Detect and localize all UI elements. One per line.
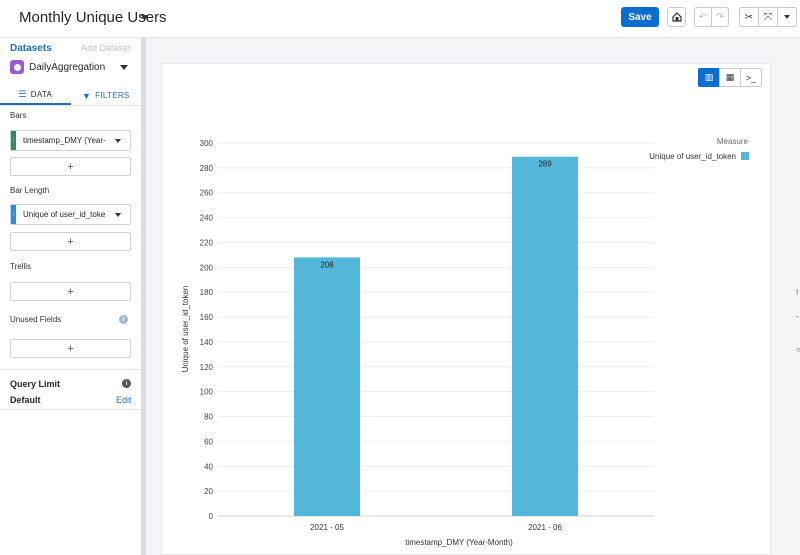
- main-canvas: ▥ ▦ >_ 0 20 40 60 80 100 120 140 160 180 200 220 240…: [146, 38, 800, 555]
- add-unused-field-button[interactable]: +: [10, 339, 131, 358]
- undo-icon: ↶: [698, 11, 708, 23]
- add-bars-button[interactable]: +: [10, 157, 131, 176]
- title-dropdown-caret-icon[interactable]: [141, 15, 149, 20]
- query-limit-label: Query Limit: [10, 379, 61, 389]
- field-caret-icon[interactable]: [115, 138, 121, 143]
- legend-entry-label: Unique of user_id_token: [649, 152, 736, 161]
- dataset-name: DailyAggregation: [29, 61, 106, 73]
- y-tick-label: 180: [200, 288, 214, 297]
- edge-glyph: -: [796, 312, 799, 321]
- bars-field-pill[interactable]: ⋮ timestamp_DMY (Year-: [10, 130, 131, 151]
- add-bar-length-button[interactable]: +: [10, 232, 131, 251]
- y-tick-label: 60: [204, 437, 213, 446]
- bars-field-name: timestamp_DMY (Year-: [23, 136, 106, 145]
- bar-length-field-name: Unique of user_id_toke: [23, 210, 106, 219]
- divider: [0, 369, 141, 370]
- dataset-selector[interactable]: DailyAggregation: [10, 58, 132, 76]
- cut-icon: ✂: [744, 11, 754, 23]
- tab-data-label: DATA: [30, 90, 53, 99]
- legend-title: Measure: [717, 137, 749, 146]
- y-tick-label: 220: [200, 238, 214, 247]
- x-tick-label: 2021 - 05: [310, 523, 344, 532]
- y-tick-label: 300: [200, 139, 214, 148]
- y-tick-label: 280: [200, 164, 214, 173]
- y-tick-label: 240: [200, 214, 214, 223]
- y-tick-label: 100: [200, 388, 214, 397]
- dataset-caret-icon: [120, 64, 128, 70]
- y-axis-title: Unique of user_id_token: [181, 286, 190, 373]
- cut-button[interactable]: ✂: [739, 7, 759, 27]
- sidebar-tabs: ☰ DATA ▼ FILTERS: [0, 86, 141, 106]
- bar[interactable]: [512, 156, 578, 516]
- redo-button[interactable]: ↷: [711, 7, 729, 27]
- bar-chart-icon: ▥: [704, 72, 714, 82]
- x-axis-title: timestamp_DMY (Year-Month): [405, 538, 513, 547]
- field-caret-icon[interactable]: [115, 212, 121, 217]
- bar-data-label: 289: [538, 160, 552, 169]
- table-view-button[interactable]: ▦: [719, 68, 741, 87]
- edit-query-limit-link[interactable]: Edit: [116, 395, 132, 405]
- redo-icon: ↷: [715, 11, 725, 23]
- edge-glyph: !: [796, 288, 799, 297]
- chart-card: ▥ ▦ >_ 0 20 40 60 80 100 120 140 160 180 200 220 240…: [161, 63, 771, 555]
- bar-length-field-pill[interactable]: ⋮ Unique of user_id_toke: [10, 204, 131, 225]
- y-tick-label: 160: [200, 313, 214, 322]
- datasets-label: Datasets: [10, 43, 52, 54]
- app-header: Monthly Unique Users Save ↶ ↷ ✂ ⤧: [0, 0, 800, 38]
- list-icon: ☰: [18, 89, 27, 99]
- legend-swatch: [741, 152, 749, 160]
- add-dataset-link[interactable]: Add Dataset: [81, 43, 131, 53]
- undo-redo-group: ↶ ↷: [694, 7, 729, 27]
- query-limit-value: Default: [10, 395, 41, 405]
- bar-chart: 0 20 40 60 80 100 120 140 160 180 200 220 240 260 280 3…: [181, 137, 749, 547]
- y-tick-label: 80: [204, 413, 213, 422]
- terminal-icon: >_: [745, 72, 757, 83]
- sidebar: Datasets Add Dataset DailyAggregation ☰ …: [0, 38, 141, 555]
- view-toggle: ▥ ▦ >_: [698, 68, 762, 87]
- divider: [0, 409, 141, 410]
- y-tick-label: 200: [200, 263, 214, 272]
- bar-data-label: 208: [320, 260, 334, 269]
- y-tick-label: 20: [204, 487, 213, 496]
- trellis-label: Trellis: [10, 262, 32, 271]
- y-tick-label: 260: [200, 189, 214, 198]
- more-button[interactable]: [777, 7, 797, 27]
- dataset-icon: [10, 60, 24, 74]
- y-tick-label: 0: [209, 512, 214, 521]
- bar-length-label: Bar Length: [10, 186, 50, 195]
- table-icon: ▦: [725, 72, 735, 82]
- save-button[interactable]: Save: [621, 7, 659, 27]
- drag-handle-icon[interactable]: ⋮: [11, 131, 17, 150]
- share-button[interactable]: [667, 7, 686, 27]
- y-tick-label: 120: [200, 363, 214, 372]
- tab-data[interactable]: ☰ DATA: [0, 86, 71, 105]
- bars-label: Bars: [10, 111, 27, 120]
- drag-handle-icon[interactable]: ⋮: [11, 205, 17, 224]
- fullscreen-icon: ⤧: [764, 11, 772, 23]
- tab-filters[interactable]: ▼ FILTERS: [71, 86, 142, 105]
- add-trellis-button[interactable]: +: [10, 282, 131, 301]
- page-title[interactable]: Monthly Unique Users: [19, 9, 167, 26]
- query-limit-info-icon[interactable]: i: [122, 379, 131, 388]
- tab-filters-label: FILTERS: [95, 91, 130, 100]
- unused-fields-label: Unused Fields: [10, 315, 62, 324]
- more-caret-icon: [784, 15, 790, 19]
- edge-glyph: ○: [796, 345, 800, 354]
- bar[interactable]: [294, 257, 360, 516]
- query-view-button[interactable]: >_: [740, 68, 762, 87]
- fullscreen-button[interactable]: ⤧: [758, 7, 778, 27]
- tools-group: ✂ ⤧: [739, 7, 797, 27]
- y-tick-label: 140: [200, 338, 214, 347]
- sidebar-resize-handle[interactable]: [141, 38, 146, 555]
- share-icon: [671, 12, 682, 22]
- y-tick-label: 40: [204, 462, 213, 471]
- undo-button[interactable]: ↶: [694, 7, 712, 27]
- filter-icon: ▼: [81, 90, 92, 101]
- x-tick-label: 2021 - 06: [528, 523, 562, 532]
- info-icon[interactable]: i: [119, 315, 128, 324]
